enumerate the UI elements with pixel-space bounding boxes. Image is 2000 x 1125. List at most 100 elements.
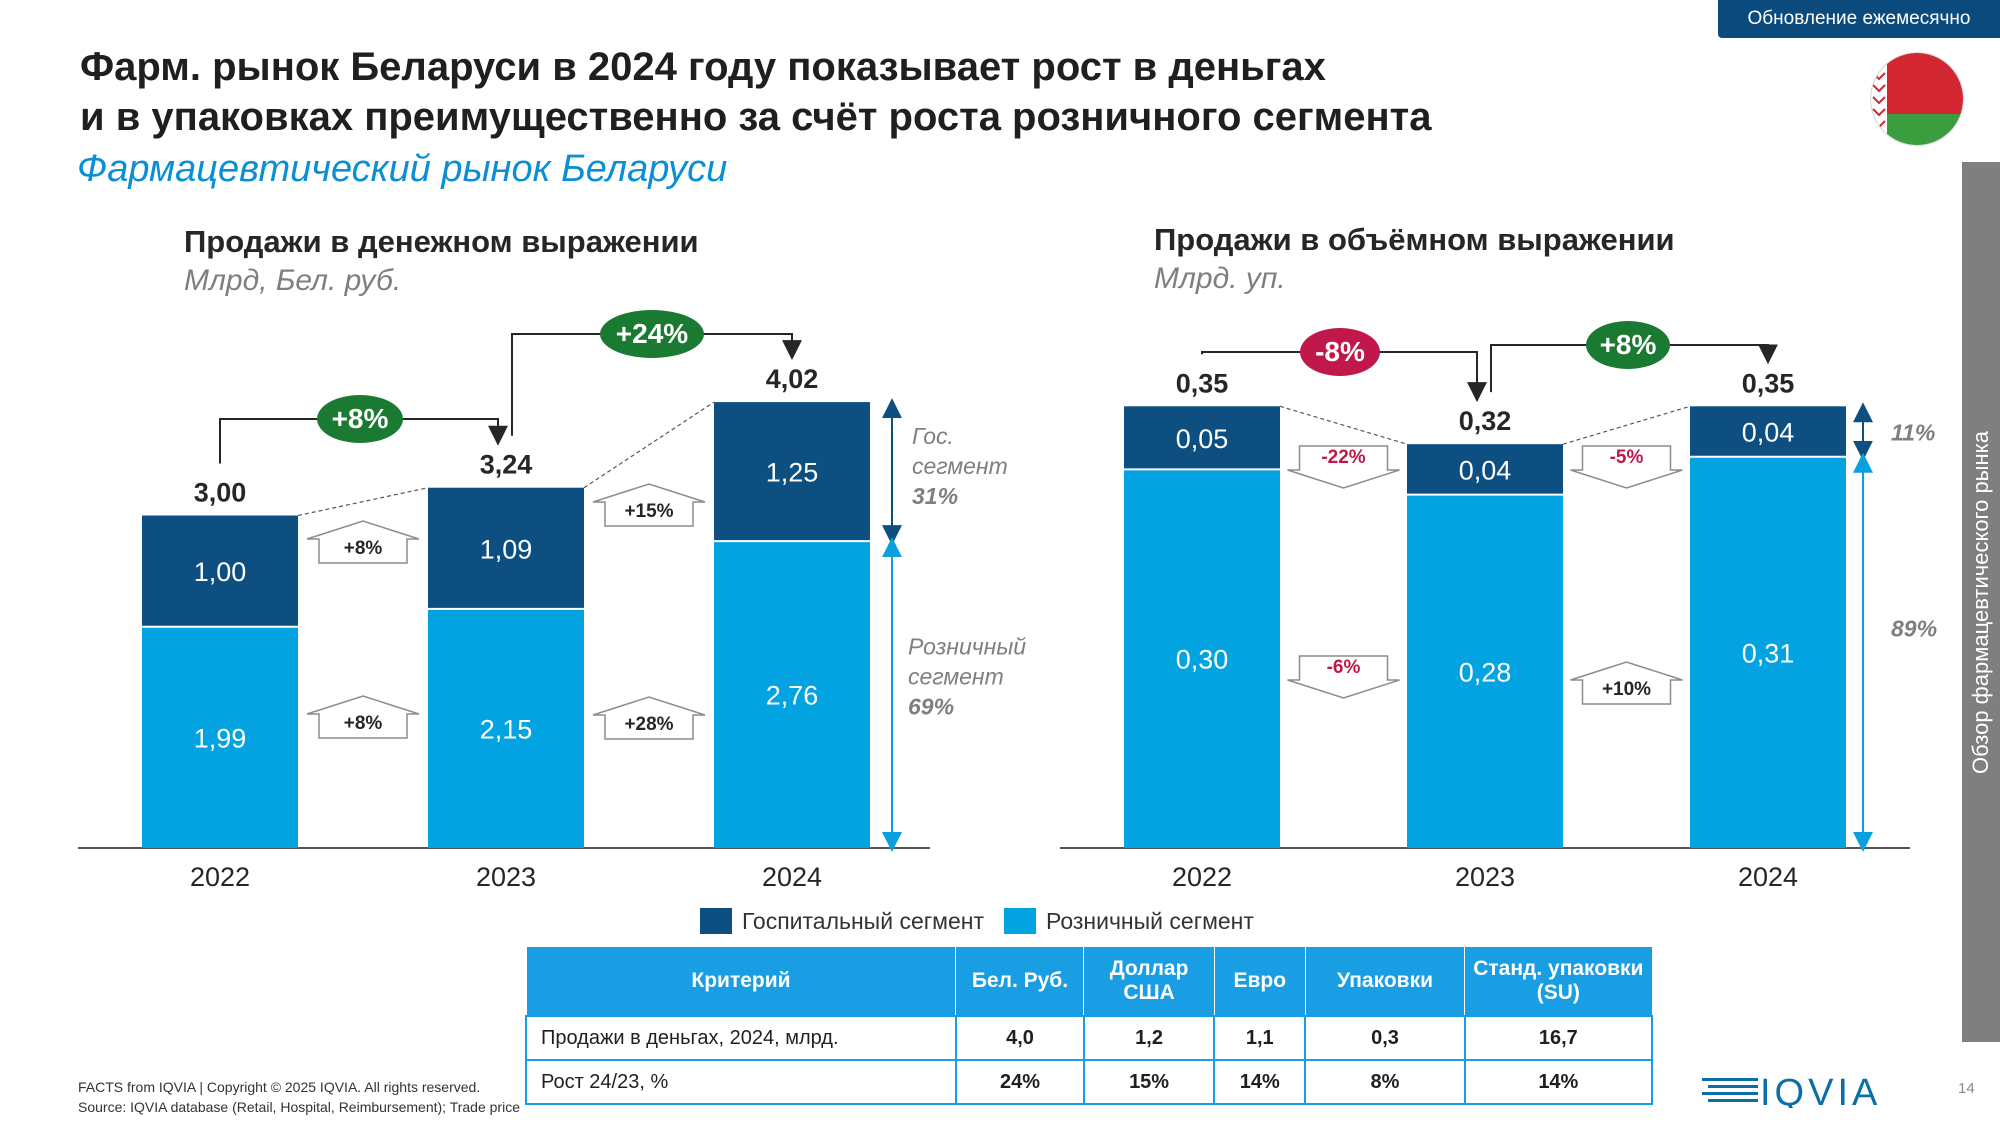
bar-retail-2023	[1407, 494, 1563, 848]
total-label-2024: 0,35	[1742, 368, 1795, 398]
table-cell: 16,7	[1463, 1015, 1654, 1061]
retail-growth-1-label: +10%	[1602, 679, 1651, 700]
bar-retail-2024	[1690, 456, 1846, 848]
bar-hospital-2024	[714, 402, 870, 542]
value-label-hospital-2022: 1,00	[194, 557, 247, 587]
value-label-hospital-2023: 1,09	[480, 534, 533, 564]
legend-item-hospital: Госпитальный сегмент	[700, 908, 984, 935]
page-title: Фарм. рынок Беларуси в 2024 году показыв…	[80, 42, 1820, 142]
x-tick-2023: 2023	[476, 862, 536, 892]
logo-text: IQVIA	[1760, 1072, 1881, 1108]
chart1-money: 1,99 1,00 3,00 2022 2,15 1,09 3,24 2023 2,76 1,25…	[78, 310, 1026, 892]
footer-source: Source: IQVIA database (Retail, Hospital…	[78, 1099, 520, 1115]
total-growth-0-pill	[317, 395, 403, 443]
chart1-title: Продажи в денежном выражении	[184, 224, 699, 259]
x-tick-2023: 2023	[1455, 862, 1515, 892]
header-su: Станд. упаковки (SU)	[1464, 946, 1653, 1017]
retail-growth-1-label: +28%	[624, 714, 673, 735]
value-label-hospital-2023: 0,04	[1459, 455, 1512, 485]
total-growth-0-label: +8%	[332, 403, 389, 434]
chart2-unit: Млрд. уп.	[1154, 262, 1286, 295]
hospital-growth-0-arrow	[306, 520, 420, 564]
header-criterion: Критерий	[525, 946, 957, 1017]
share-hospital-name2: сегмент	[912, 453, 1008, 479]
share-retail-value: 89%	[1891, 615, 1937, 641]
value-label-retail-2023: 2,15	[480, 714, 533, 744]
table-row: Продажи в деньгах, 2024, млрд. 4,0 1,2 1…	[525, 1015, 1654, 1061]
retail-growth-0-arrow	[306, 695, 420, 739]
legend-label-hospital: Госпитальный сегмент	[742, 907, 984, 934]
header-usd: Доллар США	[1083, 946, 1215, 1017]
header-eur: Евро	[1213, 946, 1306, 1017]
table-cell: 15%	[1082, 1059, 1216, 1105]
table-cell: 4,0	[954, 1015, 1085, 1061]
bar-retail-2022	[1124, 469, 1280, 848]
table-cell: 1,2	[1082, 1015, 1216, 1061]
page-subtitle: Фармацевтический рынок Беларуси	[77, 148, 728, 190]
page-number: 14	[1958, 1080, 1975, 1097]
hospital-growth-0-arrow	[1287, 445, 1400, 489]
bar-retail-2023	[428, 608, 584, 848]
hospital-growth-0-label: -22%	[1321, 447, 1365, 468]
legend-swatch-hospital	[700, 908, 732, 934]
share-hospital-name: Гос.	[912, 423, 954, 449]
hospital-growth-1-label: +15%	[624, 501, 673, 522]
chart1-unit: Млрд, Бел. руб.	[184, 264, 402, 297]
footer-copyright: FACTS from IQVIA | Copyright © 2025 IQVI…	[78, 1079, 481, 1095]
retail-growth-0-arrow	[1287, 655, 1400, 699]
total-growth-0-label: -8%	[1315, 336, 1365, 367]
total-growth-1-label: +24%	[616, 318, 688, 349]
hospital-growth-1-arrow	[592, 483, 706, 527]
bar-retail-2022	[142, 626, 298, 848]
charts-canvas: 1,99 1,00 3,00 2022 2,15 1,09 3,24 2023 2,76 1,25…	[78, 310, 1937, 892]
share-retail-name: Розничный	[908, 634, 1026, 660]
table-cell: 1,1	[1213, 1015, 1307, 1061]
retail-growth-0-label: +8%	[344, 713, 383, 734]
table-cell: 14%	[1463, 1059, 1654, 1105]
title-line-1: Фарм. рынок Беларуси в 2024 году показыв…	[80, 45, 1326, 89]
value-label-hospital-2024: 0,04	[1742, 418, 1795, 448]
bar-hospital-2022	[142, 515, 298, 627]
table-cell: 14%	[1213, 1059, 1307, 1105]
hospital-growth-1-arrow	[1570, 445, 1683, 489]
legend-swatch-retail	[1003, 908, 1036, 934]
top-connector-1	[1562, 405, 1691, 445]
side-tab	[1962, 162, 2000, 1042]
retail-growth-1-arrow	[1570, 661, 1683, 705]
total-growth-0-pill	[1300, 328, 1380, 376]
x-tick-2024: 2024	[762, 862, 822, 892]
x-tick-2022: 2022	[1172, 862, 1232, 892]
total-label-2022: 0,35	[1176, 368, 1229, 398]
value-label-retail-2022: 0,30	[1176, 645, 1229, 675]
iqvia-logo: IQVIA	[1702, 1072, 1892, 1114]
table-cell: 24%	[954, 1059, 1085, 1105]
x-tick-2024: 2024	[1738, 862, 1798, 892]
legend: Госпитальный сегмент Розничный сегмент	[700, 906, 1274, 936]
top-connector-0	[297, 487, 429, 517]
total-growth-1-pill	[600, 310, 704, 358]
title-line-2: и в упаковках преимущественно за счёт ро…	[80, 95, 1432, 139]
share-hospital-value: 31%	[912, 483, 958, 509]
top-connector-0	[1279, 405, 1408, 445]
table-row: Рост 24/23, % 24% 15% 14% 8% 14%	[525, 1059, 1654, 1105]
share-hospital-value: 11%	[1891, 420, 1935, 446]
chart2-volume: 0,30 0,05 0,35 2022 0,28 0,04 0,32 2023 0,31 0,04…	[1060, 321, 1937, 892]
chart2-title: Продажи в объёмном выражении	[1154, 222, 1675, 257]
update-badge: Обновление ежемесячно	[1718, 0, 2000, 38]
retail-growth-0-label: -6%	[1327, 657, 1361, 678]
header-packs: Упаковки	[1304, 946, 1466, 1017]
x-tick-2022: 2022	[190, 862, 250, 892]
value-label-hospital-2022: 0,05	[1176, 424, 1229, 454]
top-connector-1	[583, 401, 715, 489]
value-label-retail-2024: 0,31	[1742, 638, 1795, 668]
table-cell: 8%	[1304, 1059, 1466, 1105]
legend-label-retail: Розничный сегмент	[1045, 907, 1254, 934]
hospital-growth-1-label: -5%	[1610, 447, 1644, 468]
retail-growth-1-arrow	[592, 696, 706, 740]
total-label-2023: 0,32	[1459, 406, 1512, 436]
total-growth-1-label: +8%	[1600, 329, 1657, 360]
share-retail-name2: сегмент	[908, 664, 1004, 690]
criteria-table: Критерий Бел. Руб. Доллар США Евро Упако…	[525, 946, 1654, 1105]
bar-hospital-2023	[428, 487, 584, 609]
table-header-row: Критерий Бел. Руб. Доллар США Евро Упако…	[525, 946, 1653, 1017]
